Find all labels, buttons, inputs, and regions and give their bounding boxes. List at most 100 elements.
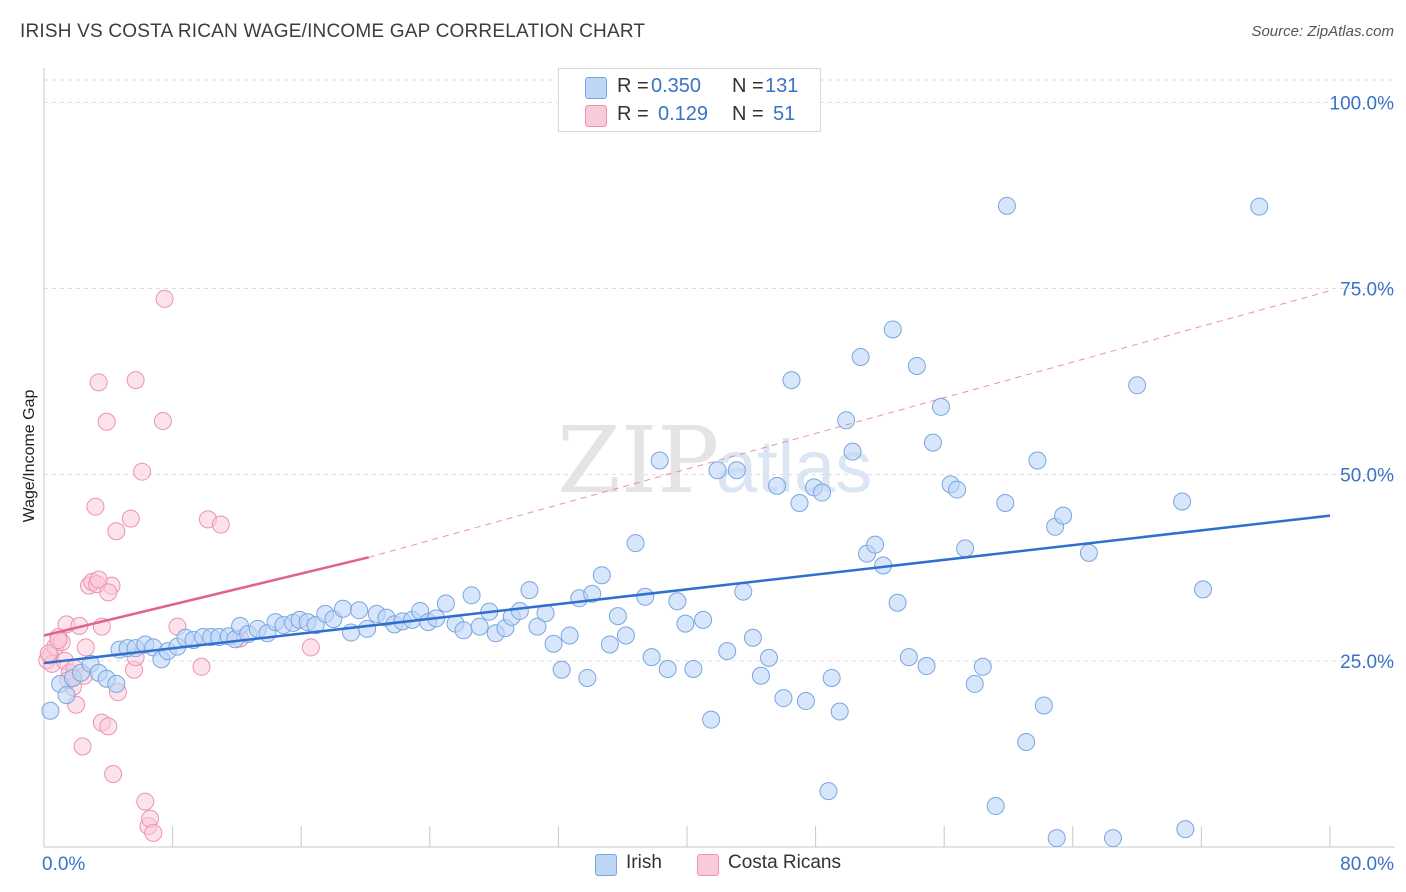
irish-point (782, 371, 801, 390)
irish-trend-line (43, 514, 1331, 665)
costa-ricans-r-value: 0.129 (658, 103, 709, 125)
x-tick-label: 80.0% (1340, 854, 1394, 875)
x-tick-label: 0.0% (42, 854, 85, 875)
trend-lines (43, 290, 1331, 665)
tick-labels: 25.0% 50.0% 75.0% 100.0% 0.0% 80.0% (42, 93, 1394, 875)
irish-point (107, 674, 126, 693)
irish-point (41, 701, 60, 720)
irish-point (1079, 543, 1098, 562)
costa-ricans-point (192, 657, 211, 676)
costa-ricans-point (97, 412, 116, 431)
legend-swatch-costa-ricans (697, 854, 719, 876)
costa-ricans-point (121, 509, 140, 528)
irish-point (1128, 376, 1147, 395)
irish-point (996, 493, 1015, 512)
irish-point (708, 461, 727, 480)
irish-point (837, 411, 856, 430)
irish-point (727, 461, 746, 480)
costa-ricans-point (99, 717, 118, 736)
r-label: R = (617, 75, 649, 97)
irish-point (965, 674, 984, 693)
irish-point (702, 710, 721, 729)
irish-point (642, 648, 661, 667)
irish-point (350, 601, 369, 620)
y-tick-label: 75.0% (1340, 280, 1394, 301)
irish-point (544, 634, 563, 653)
irish-point (600, 635, 619, 654)
legend-row-costa-ricans: R = 0.129 N = 51 (559, 101, 820, 129)
irish-point (743, 628, 762, 647)
irish-point (583, 584, 602, 603)
costa-ricans-point (89, 570, 108, 589)
irish-point (866, 535, 885, 554)
irish-point (454, 621, 473, 640)
costa-ricans-point (126, 371, 145, 390)
grid-lines (44, 79, 1395, 662)
irish-point (822, 668, 841, 687)
costa-ricans-n-value: 51 (773, 103, 796, 125)
r-label: R = (617, 103, 649, 125)
irish-point (1054, 506, 1073, 525)
axes (43, 68, 1395, 848)
irish-point (1250, 197, 1269, 216)
irish-point (1194, 580, 1213, 599)
costa-ricans-point (133, 462, 152, 481)
irish-point (552, 660, 571, 679)
irish-point (358, 619, 377, 638)
irish-point (718, 642, 737, 661)
irish-point (768, 476, 787, 495)
irish-point (917, 657, 936, 676)
costa-ricans-point (153, 412, 172, 431)
irish-point (616, 626, 635, 645)
irish-point (528, 617, 547, 636)
y-tick-label: 100.0% (1330, 93, 1395, 114)
irish-point (57, 686, 76, 705)
irish-point (931, 397, 950, 416)
legend-row-irish: R = 0.350 N = 131 (559, 73, 820, 101)
y-tick-label: 25.0% (1340, 652, 1394, 673)
irish-point (973, 657, 992, 676)
costa-ricans-point (73, 737, 92, 756)
costa-ricans-points (38, 289, 320, 842)
irish-swatch (585, 77, 607, 99)
irish-point (819, 782, 838, 801)
costa-ricans-point (99, 583, 118, 602)
irish-point (883, 320, 902, 339)
stats-legend: R = 0.350 N = 131 R = 0.129 N = 51 (558, 68, 821, 132)
irish-point (462, 586, 481, 605)
irish-point (1176, 820, 1195, 839)
costa-ricans-point (301, 638, 320, 657)
costa-ricans-point (155, 289, 174, 308)
n-label: N = (732, 75, 764, 97)
costa-ricans-point (107, 522, 126, 541)
legend-label-irish: Irish (626, 852, 662, 873)
irish-point (774, 689, 793, 708)
costa-ricans-point (89, 373, 108, 392)
irish-point (636, 587, 655, 606)
irish-point (956, 539, 975, 558)
irish-point (948, 480, 967, 499)
irish-point (436, 594, 455, 613)
n-label: N = (732, 103, 764, 125)
irish-point (650, 451, 669, 470)
irish-point (668, 592, 687, 611)
irish-point (626, 534, 645, 553)
irish-point (578, 668, 597, 687)
irish-point (684, 660, 703, 679)
costa-ricans-point (104, 765, 123, 784)
irish-point (813, 483, 832, 502)
irish-point (997, 196, 1016, 215)
irish-point (1173, 492, 1192, 511)
costa-ricans-point (86, 497, 105, 516)
irish-point (1034, 696, 1053, 715)
irish-point (510, 601, 529, 620)
irish-point (333, 599, 352, 618)
irish-point (560, 626, 579, 645)
costa-ricans-point (136, 792, 155, 811)
irish-point (888, 593, 907, 612)
irish-r-value: 0.350 (651, 75, 702, 97)
series-legend: Irish Costa Ricans (0, 852, 1406, 876)
costa-ricans-trend-line (43, 556, 370, 637)
irish-point (923, 433, 942, 452)
legend-swatch-irish (595, 854, 617, 876)
